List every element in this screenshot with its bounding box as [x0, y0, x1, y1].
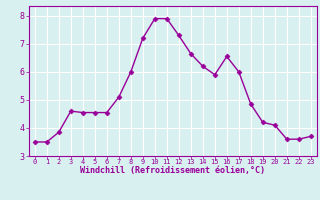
X-axis label: Windchill (Refroidissement éolien,°C): Windchill (Refroidissement éolien,°C): [80, 166, 265, 175]
